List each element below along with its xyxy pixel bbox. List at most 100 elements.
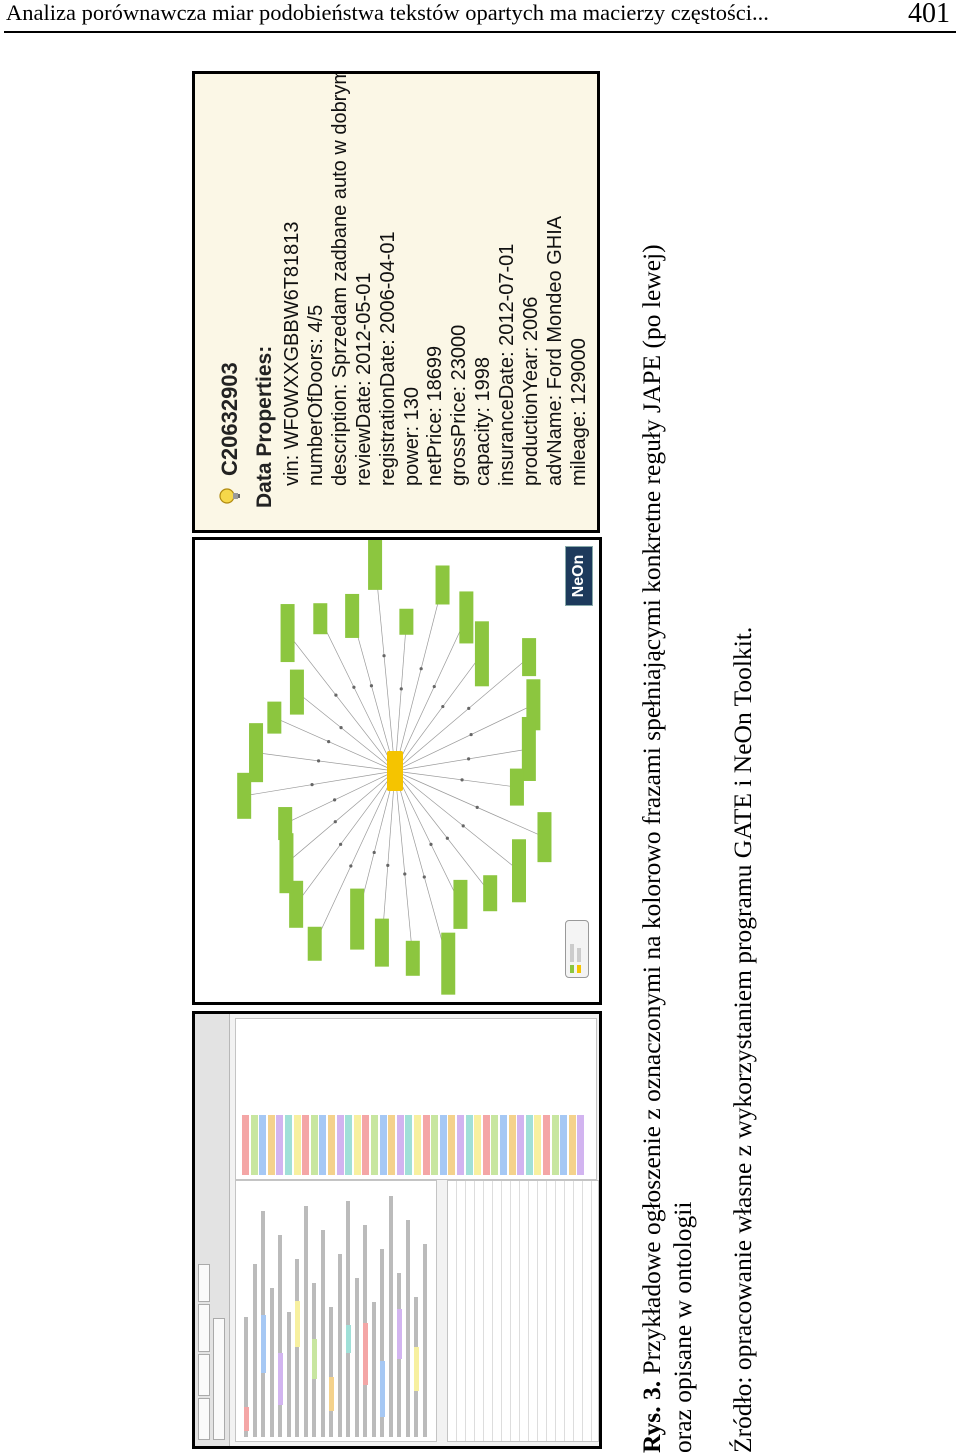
- graph-edge-marker: [467, 757, 471, 761]
- property-item: power: 130: [400, 387, 423, 486]
- graph-node: [459, 591, 474, 644]
- text-line: [286, 1312, 291, 1437]
- property-item: registrationDate: 2006-04-01: [376, 231, 399, 486]
- annotation-type-row: [457, 1115, 464, 1175]
- graph-node: [278, 807, 293, 841]
- annotation-type-row: [448, 1115, 456, 1175]
- caption-line-1: Rys. 3. Przykładowe ogłoszenie z oznaczo…: [636, 65, 667, 1453]
- graph-node: [509, 768, 524, 806]
- graph-node: [345, 593, 360, 638]
- annotation-type-row: [534, 1115, 542, 1175]
- graph-edge: [394, 770, 414, 959]
- graph-node: [405, 940, 420, 976]
- table-row: [492, 1181, 493, 1441]
- annotation-highlight: [397, 1309, 402, 1359]
- annotation-type-row: [293, 1115, 301, 1175]
- text-line: [354, 1278, 359, 1437]
- annotation-highlight: [380, 1361, 385, 1417]
- graph-edge-marker: [310, 783, 314, 787]
- graph-edge: [319, 618, 396, 772]
- graph-edge: [256, 752, 396, 772]
- header-title: Analiza porównawcza miar podobieństwa te…: [6, 0, 769, 25]
- annotation-type-row: [439, 1115, 447, 1175]
- graph-edge: [394, 584, 443, 772]
- graph-edge-marker: [461, 824, 465, 828]
- graph-node: [350, 888, 365, 950]
- graph-edge-marker: [382, 654, 386, 658]
- graph-node: [374, 918, 389, 967]
- property-item: vin: WF0WXXGBBW6T81813: [281, 221, 303, 486]
- graph-edge-marker: [334, 693, 338, 697]
- text-line: [405, 1220, 410, 1437]
- graph-edge-marker: [429, 842, 433, 846]
- graph-edge-marker: [441, 704, 445, 709]
- graph-edge-marker: [333, 820, 337, 824]
- graph-edge-marker: [432, 684, 436, 689]
- annotation-highlight: [278, 1353, 283, 1405]
- gate-annotation-table: [447, 1180, 599, 1442]
- text-line: [371, 1302, 376, 1437]
- gate-tab: [198, 1398, 210, 1440]
- graph-edge: [295, 770, 396, 905]
- caption-text: Przykładowe ogłoszenie z oznaczonymi na …: [637, 244, 666, 1375]
- table-row: [501, 1181, 502, 1441]
- table-row: [591, 1181, 592, 1441]
- graph-edge: [394, 704, 534, 772]
- properties-list: vin: WF0WXXGBBW6T81813 numberOfDoors: 4/…: [281, 71, 592, 486]
- graph-node: [313, 603, 328, 635]
- figure-source: Źródło: opracowanie własne z wykorzystan…: [728, 626, 757, 1453]
- text-line: [269, 1288, 274, 1437]
- graph-edge: [351, 615, 396, 772]
- annotation-type-row: [310, 1115, 318, 1175]
- graph-edge: [381, 770, 396, 943]
- annotation-highlight: [329, 1377, 334, 1411]
- annotation-type-row: [276, 1115, 284, 1175]
- annotation-type-row: [336, 1115, 344, 1175]
- graph-edge-marker: [372, 850, 376, 855]
- annotation-type-row: [568, 1115, 576, 1175]
- figure-label: Rys. 3.: [637, 1380, 666, 1453]
- data-properties-panel: C20632903 Data Properties: vin: WF0WXXGB…: [192, 71, 600, 533]
- figure-caption: Rys. 3. Przykładowe ogłoszenie z oznaczo…: [636, 65, 698, 1453]
- graph-edge-marker: [339, 726, 343, 730]
- text-line: [252, 1264, 257, 1437]
- graph-edge-marker: [460, 778, 464, 782]
- graph-node: [521, 716, 536, 781]
- graph-edge-marker: [403, 872, 407, 876]
- graph-node: [280, 604, 295, 663]
- gate-toolbar: [195, 1014, 230, 1446]
- annotation-type-row: [328, 1115, 335, 1175]
- annotation-type-row: [250, 1115, 258, 1175]
- graph-node: [237, 772, 252, 819]
- graph-edge: [394, 748, 529, 772]
- data-properties-label: Data Properties:: [253, 345, 276, 508]
- table-row: [474, 1181, 475, 1441]
- property-item: insuranceDate: 2012-07-01: [496, 243, 519, 486]
- graph-edge-marker: [445, 836, 449, 840]
- property-item: capacity: 1998: [472, 357, 495, 486]
- annotation-type-row: [388, 1115, 396, 1175]
- annotation-type-row: [482, 1115, 490, 1175]
- text-line: [388, 1196, 393, 1437]
- caption-line-2: oraz opisane w ontologii: [668, 1201, 697, 1453]
- property-item: reviewDate: 2012-05-01: [352, 272, 375, 486]
- text-line: [320, 1230, 325, 1437]
- gate-document-text: [235, 1180, 437, 1442]
- annotation-type-row: [302, 1115, 310, 1175]
- annotation-highlight: [363, 1323, 368, 1385]
- graph-edge-marker: [475, 805, 479, 809]
- property-item: mileage: 129000: [567, 338, 590, 486]
- graph-node: [307, 926, 322, 961]
- text-line: [422, 1244, 427, 1437]
- annotation-type-row: [285, 1115, 292, 1175]
- graph-node: [368, 540, 383, 590]
- ontology-graph-panel: NeOn: [192, 537, 602, 1005]
- annotation-highlight: [295, 1301, 300, 1347]
- annotation-type-row: [362, 1115, 370, 1175]
- table-row: [555, 1181, 556, 1441]
- annotation-type-row: [525, 1115, 533, 1175]
- annotation-type-row: [465, 1115, 473, 1175]
- property-item: numberOfDoors: 4/5: [304, 304, 327, 486]
- property-item: grossPrice: 23000: [448, 324, 471, 486]
- gate-tab: [213, 1318, 225, 1440]
